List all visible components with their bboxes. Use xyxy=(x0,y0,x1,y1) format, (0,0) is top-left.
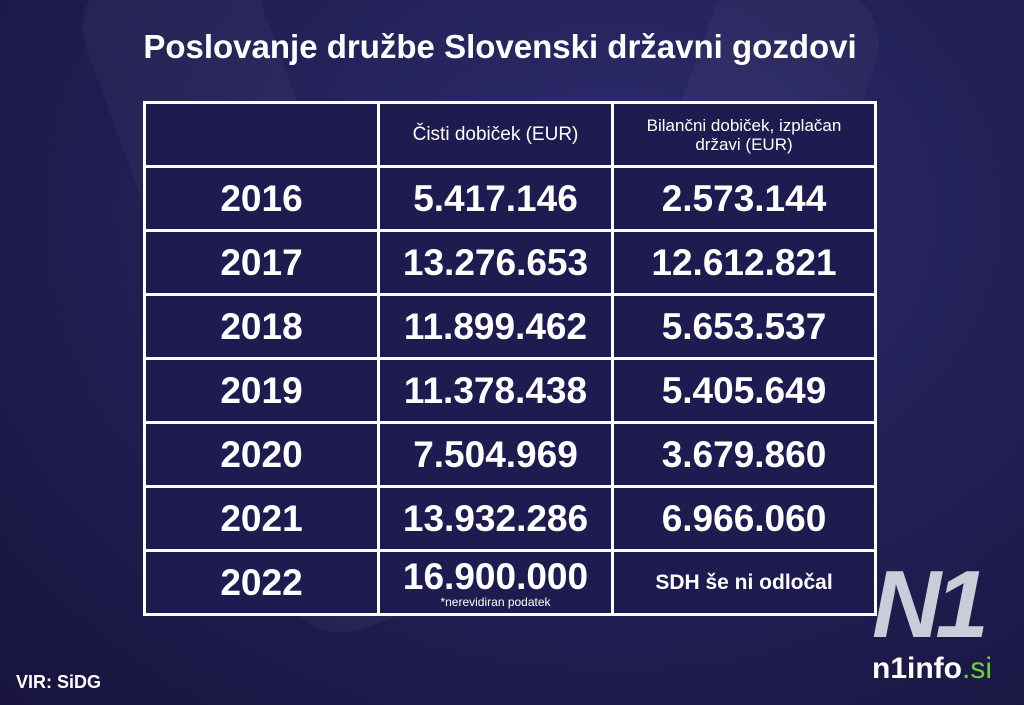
cell: 13.276.653 xyxy=(377,229,614,296)
year: 2021 xyxy=(220,497,303,539)
value: 11.899.462 xyxy=(403,305,588,347)
value: 13.276.653 xyxy=(402,241,589,283)
table-row: 2018 11.899.462 5.653.537 xyxy=(143,293,877,360)
header-text: Bilančni dobiček, izplačan državi (EUR) xyxy=(646,115,842,154)
table-row: 2016 5.417.146 2.573.144 xyxy=(143,165,877,232)
header-cell: Čisti dobiček (EUR) xyxy=(377,101,614,168)
logo-site-name: n1info xyxy=(872,652,962,685)
cell: 5.653.537 xyxy=(611,293,877,360)
cell: SDH še ni odločal xyxy=(611,549,877,616)
value: 11.378.438 xyxy=(403,369,588,411)
cell: 12.612.821 xyxy=(611,229,877,296)
year: 2022 xyxy=(220,561,303,603)
cell: 2022 xyxy=(143,549,380,616)
value: 2.573.144 xyxy=(661,177,827,219)
year: 2017 xyxy=(220,241,303,283)
cell: 2017 xyxy=(143,229,380,296)
cell: 11.899.462 xyxy=(377,293,614,360)
value: 13.932.286 xyxy=(402,497,589,539)
value: 6.966.060 xyxy=(661,497,827,539)
source: VIR: SiDG xyxy=(16,672,102,692)
header-cell: Bilančni dobiček, izplačan državi (EUR) xyxy=(611,101,877,168)
cell: 16.900.000 *nerevidiran podatek xyxy=(377,549,614,616)
table-row: 2022 16.900.000 *nerevidiran podatek SDH še… xyxy=(143,549,877,616)
value: 3.679.860 xyxy=(661,433,827,475)
value: 12.612.821 xyxy=(651,241,837,283)
header-cell xyxy=(143,101,380,168)
year: 2020 xyxy=(220,433,303,475)
cell: 2020 xyxy=(143,421,380,488)
cell: 5.405.649 xyxy=(611,357,877,424)
value: 16.900.000 xyxy=(402,556,589,597)
year: 2016 xyxy=(220,177,303,219)
value: 7.504.969 xyxy=(413,433,578,475)
header-row: Čisti dobiček (EUR) Bilančni dobiček, izp… xyxy=(143,101,877,168)
table-row: 2019 11.378.438 5.405.649 xyxy=(143,357,877,424)
header-text: Čisti dobiček (EUR) xyxy=(412,123,579,145)
cell: 11.378.438 xyxy=(377,357,614,424)
year: 2018 xyxy=(220,305,303,347)
table-row: 2017 13.276.653 12.612.821 xyxy=(143,229,877,296)
table-row: 2020 7.504.969 3.679.860 xyxy=(143,421,877,488)
cell: 7.504.969 xyxy=(377,421,614,488)
cell: 3.679.860 xyxy=(611,421,877,488)
cell: 5.417.146 xyxy=(377,165,614,232)
cell: 6.966.060 xyxy=(611,485,877,552)
value: 5.653.537 xyxy=(661,305,827,347)
year: 2019 xyxy=(220,369,303,411)
cell: 2.573.144 xyxy=(611,165,877,232)
logo-domain: .si xyxy=(962,652,992,685)
value: 5.417.146 xyxy=(413,177,578,219)
cell: 13.932.286 xyxy=(377,485,614,552)
logo-site: n1info.si xyxy=(872,652,992,686)
value: SDH še ni odločal xyxy=(655,570,833,594)
table-row: 2021 13.932.286 6.966.060 xyxy=(143,485,877,552)
value: 5.405.649 xyxy=(661,369,827,411)
cell: 2019 xyxy=(143,357,380,424)
cell: 2018 xyxy=(143,293,380,360)
cell: 2021 xyxy=(143,485,380,552)
title: Poslovanje družbe Slovenski državni gozd… xyxy=(143,28,857,65)
logo-mark: N1 xyxy=(872,551,989,658)
note: *nerevidiran podatek xyxy=(440,595,551,609)
data-table: Čisti dobiček (EUR) Bilančni dobiček, izp… xyxy=(143,101,877,616)
cell: 2016 xyxy=(143,165,380,232)
